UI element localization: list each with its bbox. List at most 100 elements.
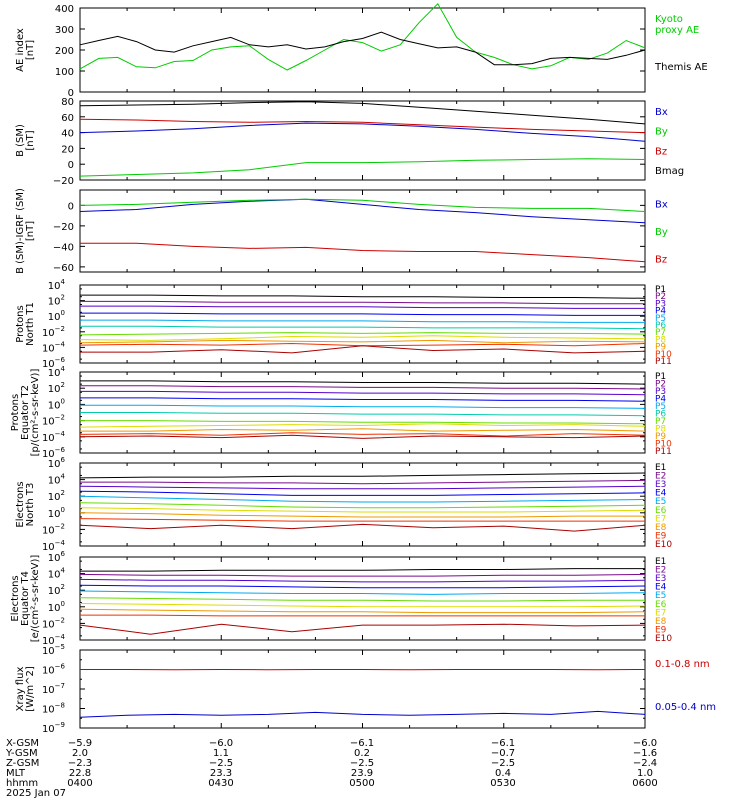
legend-label: E1	[655, 463, 666, 473]
x-axis-value: 0.2	[354, 748, 370, 759]
y-tick-label: 60	[61, 113, 74, 124]
y-tick-label: 300	[55, 25, 74, 36]
series-line-p_equator-1	[80, 385, 646, 390]
y-tick-label: 100	[55, 67, 74, 78]
legend-label: P4	[655, 307, 666, 317]
y-axis-label: ElectronsNorth T3	[15, 481, 36, 527]
series-line-p_equator-3	[80, 397, 646, 402]
legend-label: P6	[655, 410, 666, 420]
series-line-p_equator-2	[80, 390, 646, 396]
legend-label: Bz	[655, 254, 667, 265]
x-axis-value: −6.1	[350, 738, 374, 749]
legend-label: E10	[655, 540, 672, 550]
x-axis-value: 0430	[208, 778, 233, 789]
legend-label: E3	[655, 574, 666, 584]
y-tick-label: 100	[48, 506, 65, 520]
x-axis-value: 23.3	[210, 768, 232, 779]
x-axis-value: −2.5	[209, 758, 233, 769]
x-axis-value: 23.9	[351, 768, 373, 779]
x-axis-value: 1.1	[213, 748, 229, 759]
y-axis-label: ElectronsEquator T4[e/(cm²-s-sr-keV)]	[10, 555, 41, 643]
series-line-p_equator-9	[79, 432, 646, 437]
series-line-p_north-2	[80, 305, 645, 309]
x-axis-value: −2.5	[491, 758, 515, 769]
y-tick-label: 0	[68, 160, 74, 171]
y-axis-label: ProtonsNorth T1	[15, 302, 36, 346]
y-tick-label: 10−4	[42, 430, 66, 444]
legend-label: E6	[655, 600, 667, 610]
legend-label: E10	[655, 634, 672, 644]
series-line-ae-0	[79, 2, 646, 71]
x-axis-value: −0.7	[491, 748, 515, 759]
y-tick-label: 102	[48, 381, 65, 395]
series-line-e_equator-2	[79, 578, 646, 583]
series-line-bsm-0	[79, 122, 646, 142]
y-tick-label: 104	[48, 365, 66, 379]
legend-label: E2	[655, 472, 666, 482]
series-line-e_north-2	[79, 485, 646, 490]
y-tick-label: 10−2	[42, 414, 65, 428]
x-axis-value: −1.6	[633, 748, 657, 759]
y-tick-label: 106	[48, 456, 66, 470]
legend-label: P8	[655, 335, 666, 345]
y-tick-label: 10−8	[42, 702, 65, 716]
series-line-p_north-10	[80, 345, 646, 354]
y-tick-label: −20	[53, 176, 74, 187]
y-tick-label: 10−6	[42, 663, 66, 677]
legend-label: Bz	[655, 146, 667, 157]
legend-label: E7	[655, 514, 666, 524]
series-line-e_equator-1	[79, 573, 646, 577]
legend-label: P6	[655, 321, 666, 331]
y-tick-label: 100	[48, 397, 65, 411]
series-line-p_equator-5	[80, 412, 646, 417]
y-tick-label: 102	[48, 294, 65, 308]
legend-label: P2	[655, 380, 666, 390]
series-line-e_equator-3	[79, 584, 646, 589]
series-line-p_north-1	[80, 300, 645, 305]
panel-frame	[79, 100, 646, 181]
legend-label: P2	[655, 292, 666, 302]
series-line-e_north-8	[79, 518, 645, 522]
series-line-p_equator-0	[80, 380, 646, 385]
legend-label: E4	[655, 583, 667, 593]
y-tick-label: 100	[48, 309, 65, 323]
series-line-e_north-6	[79, 507, 646, 513]
series-line-e_equator-0	[80, 568, 645, 572]
series-line-e_equator-4	[79, 590, 646, 595]
legend-label: P4	[655, 395, 666, 405]
legend-label: E8	[655, 523, 667, 533]
series-line-p_equator-4	[80, 404, 646, 409]
y-tick-label: 0	[68, 88, 74, 99]
y-tick-label: 10−7	[42, 682, 65, 696]
series-line-e_north-4	[79, 495, 646, 503]
legend-label: proxy AE	[655, 25, 699, 36]
series-line-bdiff-0	[79, 198, 646, 224]
y-tick-label: 20	[61, 144, 74, 155]
series-line-e_equator-5	[79, 597, 645, 602]
x-axis-row-label: Z-GSM	[6, 758, 39, 769]
y-tick-label: 0	[68, 201, 74, 212]
series-line-xray-1	[79, 710, 646, 718]
legend-label: P7	[655, 417, 666, 427]
series-line-bsm-1	[79, 158, 646, 177]
y-tick-label: 10−5	[42, 643, 65, 657]
legend-label: E5	[655, 497, 666, 507]
y-axis-label: B (SM)-IGRF (SM)[nT]	[15, 188, 36, 274]
series-line-e_north-9	[79, 523, 646, 532]
legend-label: P1	[655, 372, 666, 382]
y-axis-label: B (SM)[nT]	[15, 124, 36, 157]
x-axis-value: −2.3	[68, 758, 92, 769]
series-line-e_equator-6	[79, 603, 646, 608]
series-line-p_north-7	[79, 335, 646, 341]
series-line-e_equator-7	[79, 608, 646, 614]
y-tick-label: 100	[48, 600, 65, 614]
y-tick-label: 10−9	[42, 721, 65, 735]
panel-bdiff: −60 −40 −20 0 B (SM)-IGRF (SM)[nT] Bx By Bz	[15, 188, 668, 274]
series-line-p_north-8	[79, 339, 646, 344]
x-axis-value: −5.9	[68, 738, 92, 749]
legend-label: 0.05-0.4 nm	[655, 702, 716, 713]
legend-label: Kyoto	[655, 14, 683, 25]
